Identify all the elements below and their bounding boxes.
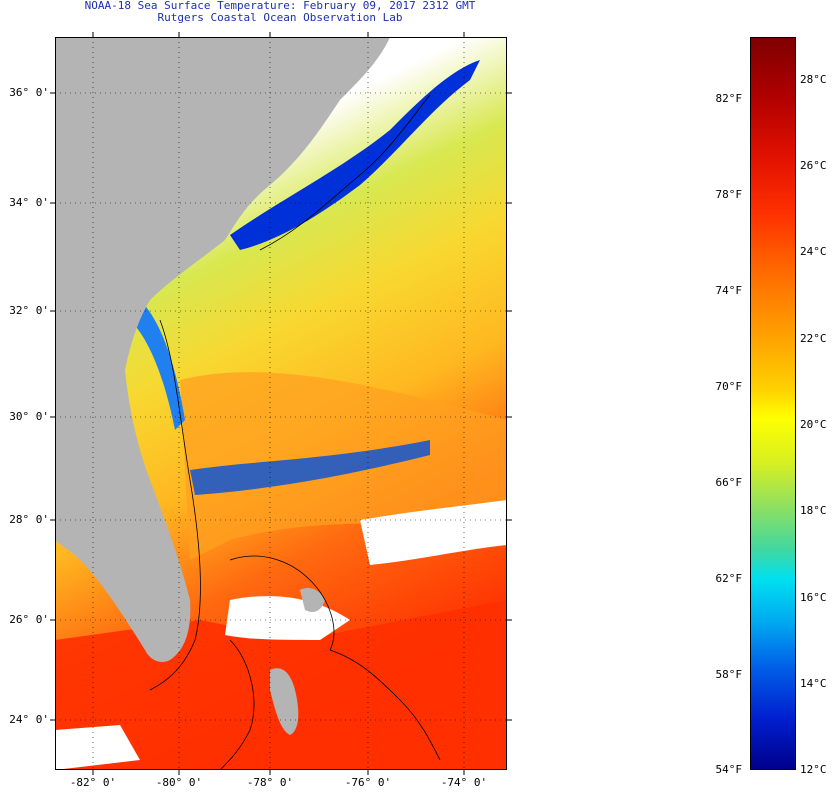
land-bahamas-north <box>300 588 325 612</box>
lon-label: -76° 0' <box>344 776 392 789</box>
colorbar-f-label: 70°F <box>715 380 743 393</box>
colorbar-f-label: 82°F <box>715 92 743 105</box>
bathymetry-contour <box>229 555 335 651</box>
colorbar-c-label: 24°C <box>800 245 827 258</box>
bathymetry-contour <box>329 649 441 761</box>
lat-label: 32° 0' <box>9 304 49 317</box>
colorbar-f-label: 66°F <box>715 476 743 489</box>
lat-label: 30° 0' <box>9 410 49 423</box>
cloud-patch <box>360 500 507 565</box>
colorbar-c-label: 12°C <box>800 763 827 776</box>
lat-label: 28° 0' <box>9 513 49 526</box>
map-subtitle: Rutgers Coastal Ocean Observation Lab <box>157 11 403 24</box>
land-andros <box>270 668 299 735</box>
colorbar-c-label: 14°C <box>800 677 827 690</box>
cold-filament <box>190 440 430 495</box>
lat-label: 36° 0' <box>9 86 49 99</box>
lon-label: -82° 0' <box>69 776 117 789</box>
colorbar-c-label: 16°C <box>800 591 827 604</box>
lon-label: -80° 0' <box>155 776 203 789</box>
colorbar-f-label: 74°F <box>715 284 743 297</box>
graticule <box>55 37 507 770</box>
lon-label: -78° 0' <box>246 776 294 789</box>
cloud-patch-south <box>55 725 140 770</box>
bathymetry-contour <box>219 639 255 770</box>
axis-ticks <box>50 32 512 775</box>
temperature-colorbar <box>750 37 796 770</box>
map-frame <box>55 37 507 770</box>
colorbar-f-label: 54°F <box>715 763 743 776</box>
lat-label: 26° 0' <box>9 613 49 626</box>
colorbar-f-label: 78°F <box>715 188 743 201</box>
colorbar-c-label: 18°C <box>800 504 827 517</box>
colorbar-c-label: 26°C <box>800 159 827 172</box>
bathymetry-contour <box>149 319 201 691</box>
cold-shelf-water <box>230 60 480 250</box>
colorbar-f-label: 62°F <box>715 572 743 585</box>
colorbar-c-label: 20°C <box>800 418 827 431</box>
colorbar-c-label: 22°C <box>800 332 827 345</box>
lat-label: 24° 0' <box>9 713 49 726</box>
coastal-cold-band <box>130 300 185 430</box>
colorbar-f-label: 58°F <box>715 668 743 681</box>
map-title: NOAA-18 Sea Surface Temperature: Februar… <box>84 0 476 12</box>
lat-label: 34° 0' <box>9 196 49 209</box>
land-north-america <box>55 37 390 662</box>
colorbar-c-label: 28°C <box>800 73 827 86</box>
bathymetry-contour <box>259 94 431 251</box>
lon-label: -74° 0' <box>440 776 488 789</box>
